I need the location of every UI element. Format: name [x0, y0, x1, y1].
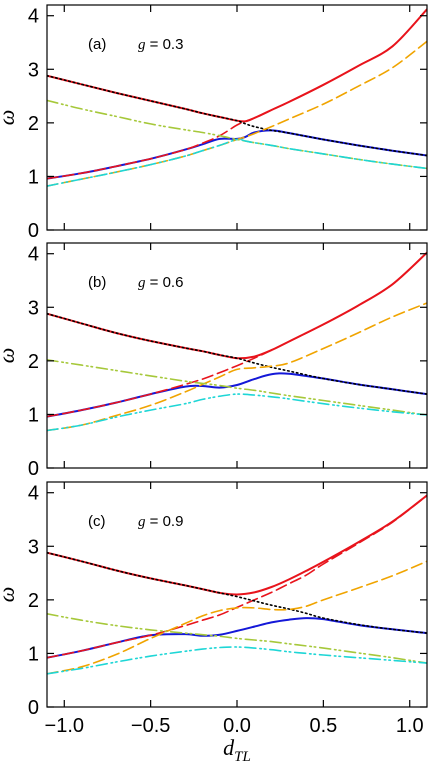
series-group	[47, 494, 427, 675]
series-line-yellowgreen-dashdot	[47, 99, 427, 170]
panel-parameter: g = 0.6	[138, 274, 183, 291]
y-tick-label: 3	[28, 297, 39, 319]
series-line-orange-dashed	[47, 302, 427, 432]
series-line-black-dotted	[47, 312, 427, 395]
x-tick-label: 1.0	[396, 715, 424, 737]
x-tick-label: 0.5	[309, 715, 337, 737]
y-axis-label: ω	[0, 110, 19, 126]
series-line-black-dotted	[47, 74, 427, 157]
panel-parameter: g = 0.3	[138, 36, 183, 53]
parameter-value: = 0.9	[146, 513, 184, 530]
y-tick-label: 1	[28, 643, 39, 665]
x-axis-label-main: d	[223, 735, 235, 760]
series-line-yellowgreen-dashdot	[47, 359, 427, 416]
panel-label: (c)	[88, 513, 106, 530]
parameter-symbol: g	[138, 514, 146, 530]
y-tick-label: 3	[28, 536, 39, 558]
y-tick-label: 0	[28, 220, 39, 242]
series-line-red-solid	[47, 494, 427, 596]
series-line-red-solid	[47, 8, 427, 123]
y-tick-label: 4	[28, 483, 39, 505]
parameter-symbol: g	[138, 275, 146, 291]
series-group	[47, 251, 427, 432]
y-axis-label: ω	[0, 587, 19, 603]
y-tick-label: 4	[28, 6, 39, 28]
y-tick-label: 0	[28, 458, 39, 480]
panel-c: 0 1 2 3 4 −1.0 −0.5 0.0 0.5 1.0 ω (c) g = 0.9	[0, 481, 428, 737]
series-line-black-dotted	[47, 551, 427, 634]
x-axis-label: dTL	[223, 735, 251, 765]
y-tick-label: 3	[28, 59, 39, 81]
y-axis-label: ω	[0, 348, 19, 364]
panel-b: 0 1 2 3 4 ω (b) g = 0.6	[0, 242, 428, 480]
series-line-red-dashed	[47, 251, 427, 418]
series-line-cyan-dashdot	[47, 393, 427, 432]
parameter-value: = 0.3	[146, 36, 184, 53]
panel-parameter: g = 0.9	[138, 513, 183, 530]
series-line-yellowgreen-dashdot	[47, 613, 427, 664]
panel-label: (a)	[88, 36, 106, 53]
parameter-symbol: g	[138, 37, 146, 53]
y-tick-label: 0	[28, 697, 39, 719]
parameter-value: = 0.6	[146, 274, 184, 291]
panel-a: 0 1 2 3 4 ω (a) g = 0.3	[0, 4, 428, 242]
series-line-orange-dashed	[47, 40, 427, 187]
x-tick-label: −0.5	[131, 715, 170, 737]
series-line-cyan-dashdot	[47, 138, 427, 187]
series-line-orange-dashed	[47, 560, 427, 675]
series-group	[47, 8, 427, 187]
y-tick-label: 4	[28, 244, 39, 266]
panel-label: (b)	[88, 274, 106, 291]
x-tick-label: 0.0	[223, 715, 251, 737]
series-line-red-solid	[47, 251, 427, 360]
y-tick-label: 2	[28, 351, 39, 373]
y-tick-label: 2	[28, 113, 39, 135]
y-tick-label: 1	[28, 166, 39, 188]
y-tick-label: 1	[28, 404, 39, 426]
series-line-red-dashed	[47, 8, 427, 180]
x-axis-label-subscript: TL	[234, 749, 251, 765]
y-tick-label: 2	[28, 590, 39, 612]
x-tick-label: −1.0	[45, 715, 84, 737]
series-line-blue-solid	[47, 129, 427, 180]
series-line-red-dashed	[47, 494, 427, 659]
series-line-cyan-dashdot	[47, 646, 427, 675]
